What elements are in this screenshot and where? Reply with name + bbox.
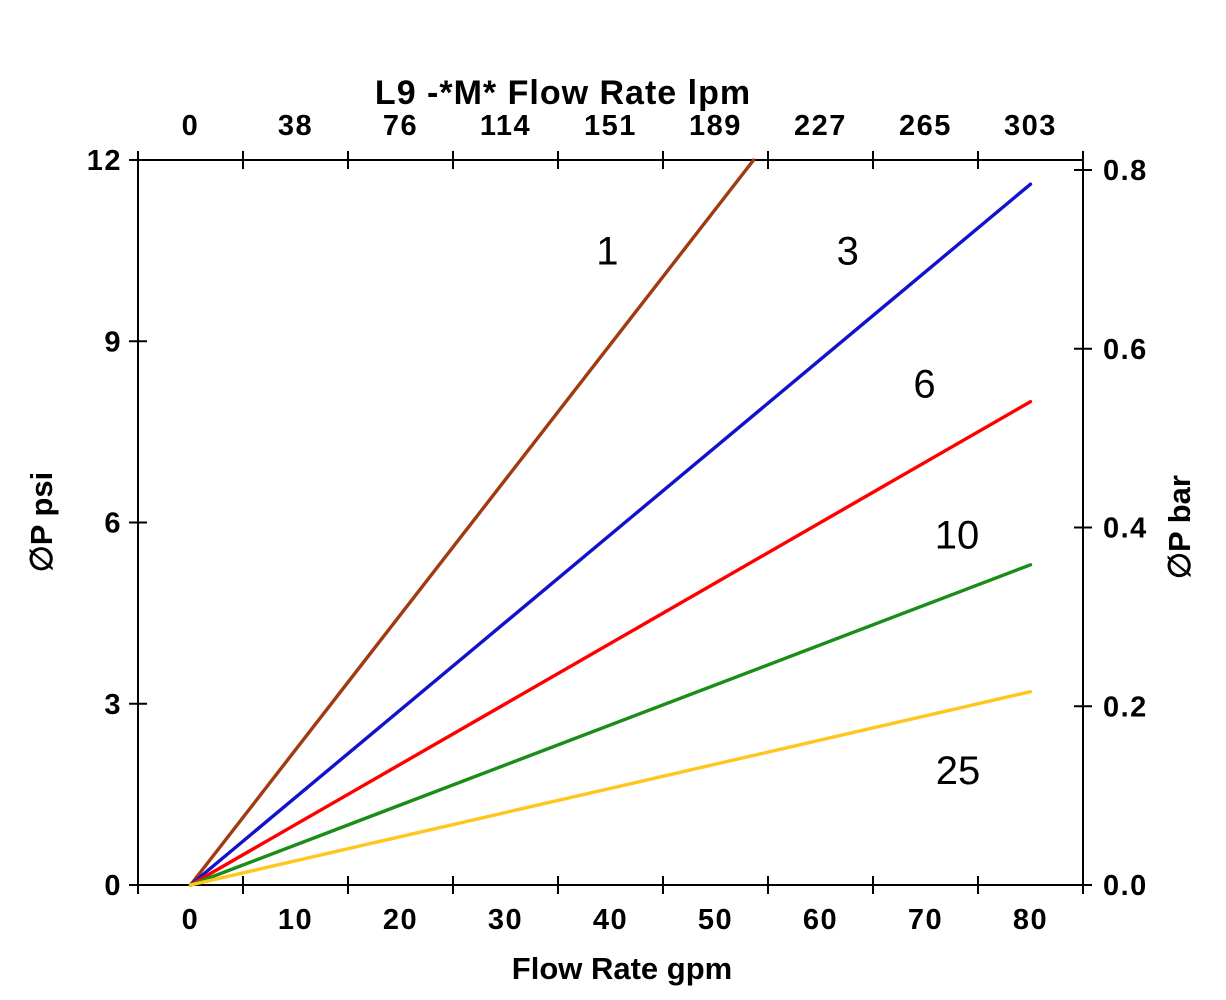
right-axis-tick-label: 0.8 xyxy=(1103,155,1148,187)
top-axis-tick-label: 227 xyxy=(794,110,847,142)
series-label-6: 6 xyxy=(913,363,935,407)
series-line-3 xyxy=(188,182,1033,887)
series-labels: 1 3 6 10 25 xyxy=(596,230,980,794)
series-label-3: 3 xyxy=(837,230,859,274)
right-axis-title: ∅P bar xyxy=(1162,475,1197,579)
bottom-axis-tick-label: 50 xyxy=(698,904,733,936)
left-axis-tick-label: 3 xyxy=(104,689,122,721)
bottom-axis-tick-label: 10 xyxy=(278,904,313,936)
left-axis-tick-label: 9 xyxy=(104,326,122,358)
bottom-axis-title: Flow Rate gpm xyxy=(512,951,732,986)
series-lines xyxy=(188,158,1033,887)
right-axis-tick-label: 0.0 xyxy=(1103,870,1148,902)
series-label-1: 1 xyxy=(596,230,618,274)
top-axis-tick-label: 303 xyxy=(1004,110,1057,142)
right-axis-tick-label: 0.4 xyxy=(1103,513,1148,545)
series-line-6 xyxy=(188,399,1033,887)
top-axis-tick-label: 76 xyxy=(383,110,418,142)
left-axis-title: ∅P psi xyxy=(24,472,59,573)
bottom-axis-tick-label: 0 xyxy=(182,904,200,936)
top-axis-tick-label: 114 xyxy=(480,110,531,142)
series-line-1 xyxy=(188,158,756,887)
left-axis-tick-label: 12 xyxy=(87,145,122,177)
top-axis-title: L9 -*M* Flow Rate lpm xyxy=(375,74,751,112)
left-axis-tick-label: 6 xyxy=(104,508,122,540)
top-axis-tick-label: 265 xyxy=(899,110,952,142)
axis-ticks xyxy=(129,151,1092,894)
bottom-axis-tick-label: 70 xyxy=(908,904,943,936)
series-label-10: 10 xyxy=(935,514,980,558)
bottom-axis-tick-label: 80 xyxy=(1013,904,1048,936)
series-line-10 xyxy=(188,563,1033,887)
top-axis-tick-label: 151 xyxy=(584,110,637,142)
bottom-axis-tick-label: 30 xyxy=(488,904,523,936)
left-axis-tick-label: 0 xyxy=(104,870,122,902)
bottom-axis-tick-label: 20 xyxy=(383,904,418,936)
bottom-axis-tick-label: 40 xyxy=(593,904,628,936)
right-axis-tick-label: 0.2 xyxy=(1103,691,1148,723)
top-axis-tick-label: 189 xyxy=(689,110,742,142)
top-axis-tick-label: 38 xyxy=(278,110,313,142)
series-line-25 xyxy=(188,689,1033,887)
right-axis-tick-label: 0.6 xyxy=(1103,334,1148,366)
bottom-axis-tick-label: 60 xyxy=(803,904,838,936)
top-axis-tick-label: 0 xyxy=(182,110,200,142)
series-label-25: 25 xyxy=(936,749,981,793)
